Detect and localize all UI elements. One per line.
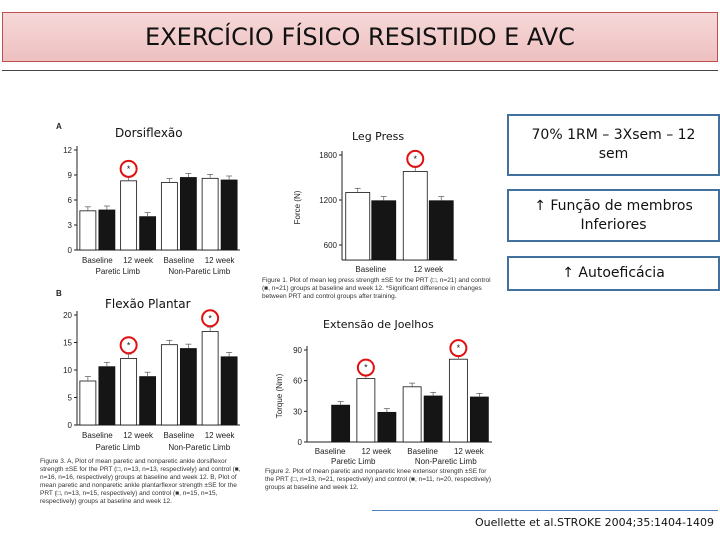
y-tick-label: 12 [63, 146, 72, 155]
x-tick-label: 12 week [123, 256, 154, 265]
x-tick-label: Baseline [82, 256, 113, 265]
chart-leg-press: 600 1200 1800 Force (N) Baseline 12 week * [293, 149, 457, 274]
x-tick-label: 12 week [454, 447, 485, 456]
significance-star: * [208, 313, 212, 323]
x-tick-label: Baseline [82, 431, 113, 440]
significance-star: * [457, 343, 461, 353]
title-banner: EXERCÍCIO FÍSICO RESISTIDO E AVC [2, 12, 718, 62]
y-tick-label: 6 [68, 196, 73, 205]
label-extensao-joelhos: Extensão de Joelhos [323, 318, 434, 331]
bar-control [428, 200, 454, 261]
box-protocol: 70% 1RM – 3Xsem – 12 sem [507, 114, 720, 176]
x-tick-label: 12 week [205, 431, 236, 440]
bar-prt [79, 210, 97, 251]
title-divider [2, 70, 718, 71]
bar-prt [345, 192, 371, 261]
x-tick-label: 12 week [413, 265, 444, 274]
bar-control [220, 356, 238, 426]
citation-divider [372, 510, 718, 511]
bar-prt [160, 344, 178, 426]
bar-control [220, 179, 238, 251]
y-tick-label: 90 [293, 346, 302, 355]
y-tick-label: 5 [68, 394, 73, 403]
x-tick-label: 12 week [123, 431, 154, 440]
bar-control [98, 366, 116, 426]
bar-prt [201, 331, 219, 426]
panel-letter-b: B [56, 289, 62, 298]
bar-control [423, 395, 443, 443]
x-group-label: Paretic Limb [96, 443, 141, 452]
bar-control [371, 200, 397, 261]
bar-control [139, 376, 157, 426]
bar-control [469, 396, 489, 443]
significance-star: * [413, 154, 417, 164]
x-group-label: Non-Paretic Limb [168, 443, 230, 452]
bar-control [179, 177, 197, 251]
bar-prt [201, 177, 219, 251]
significance-highlight [406, 149, 425, 168]
bar-prt [120, 180, 138, 251]
x-tick-label: Baseline [355, 265, 386, 274]
bar-prt [120, 358, 138, 426]
significance-highlight [119, 159, 138, 178]
bar-control [331, 404, 351, 443]
chart-knee-extension: 0 30 60 90 Torque (Nm) Baseline 12 week * Baseli… [275, 339, 492, 466]
chart-plantar-flexion: 0 5 10 15 20 Baseline 12 week * Baseline 12 week *… [63, 309, 240, 452]
y-tick-label: 20 [63, 311, 72, 320]
citation: Ouellette et al.STROKE 2004;35:1404-1409 [474, 516, 714, 529]
x-group-label: Paretic Limb [96, 267, 141, 276]
bar-control [139, 216, 157, 251]
caption-figure-2: Figure 2. Plot of mean paretic and nonpa… [265, 468, 492, 491]
y-tick-label: 10 [63, 366, 72, 375]
bar-control [377, 411, 397, 443]
significance-star: * [127, 340, 131, 350]
box-autoeficacia: ↑ Autoeficácia [507, 256, 720, 291]
x-tick-label: Baseline [407, 447, 438, 456]
y-axis-label: Force (N) [293, 190, 302, 224]
x-tick-label: 12 week [361, 447, 392, 456]
bar-control [98, 209, 116, 251]
x-tick-label: Baseline [315, 447, 346, 456]
y-tick-label: 15 [63, 339, 72, 348]
x-tick-label: 12 week [205, 256, 236, 265]
caption-figure-3: Figure 3. A, Plot of mean paretic and no… [40, 458, 241, 505]
x-tick-label: Baseline [164, 256, 195, 265]
significance-highlight [356, 358, 375, 377]
significance-star: * [127, 164, 131, 174]
bar-control [179, 348, 197, 426]
chart-dorsiflexion: 0 3 6 9 12 Baseline 12 week * Baseline 12 week Par… [63, 146, 240, 276]
bar-prt [160, 182, 178, 251]
x-tick-label: Baseline [164, 431, 195, 440]
x-group-label: Non-Paretic Limb [415, 457, 477, 466]
label-dorsiflexao: Dorsiflexão [115, 126, 183, 140]
bar-prt [448, 358, 468, 443]
label-flexao-plantar: Flexão Plantar [105, 297, 191, 311]
y-tick-label: 0 [68, 421, 73, 430]
significance-highlight [119, 336, 138, 355]
bar-prt [79, 380, 97, 426]
bar-prt [402, 386, 422, 443]
x-group-label: Non-Paretic Limb [168, 267, 230, 276]
y-tick-label: 1800 [319, 151, 337, 160]
y-tick-label: 3 [68, 221, 73, 230]
box-funcao-membros: ↑ Função de membros Inferiores [507, 189, 720, 242]
y-tick-label: 0 [298, 438, 303, 447]
y-tick-label: 60 [293, 377, 302, 386]
y-tick-label: 1200 [319, 196, 337, 205]
y-tick-label: 600 [324, 241, 338, 250]
significance-highlight [201, 309, 220, 328]
bar-prt [356, 378, 376, 443]
significance-highlight [449, 339, 468, 358]
y-tick-label: 9 [68, 171, 73, 180]
y-tick-label: 0 [68, 246, 73, 255]
caption-figure-1: Figure 1. Plot of mean leg press strengt… [262, 277, 491, 300]
bar-prt [402, 171, 428, 261]
y-axis-label: Torque (Nm) [275, 373, 284, 418]
slide-title: EXERCÍCIO FÍSICO RESISTIDO E AVC [145, 23, 575, 51]
significance-star: * [364, 363, 368, 373]
panel-letter-a: A [56, 122, 62, 131]
label-leg-press: Leg Press [352, 130, 405, 143]
x-group-label: Paretic Limb [331, 457, 376, 466]
y-tick-label: 30 [293, 407, 302, 416]
